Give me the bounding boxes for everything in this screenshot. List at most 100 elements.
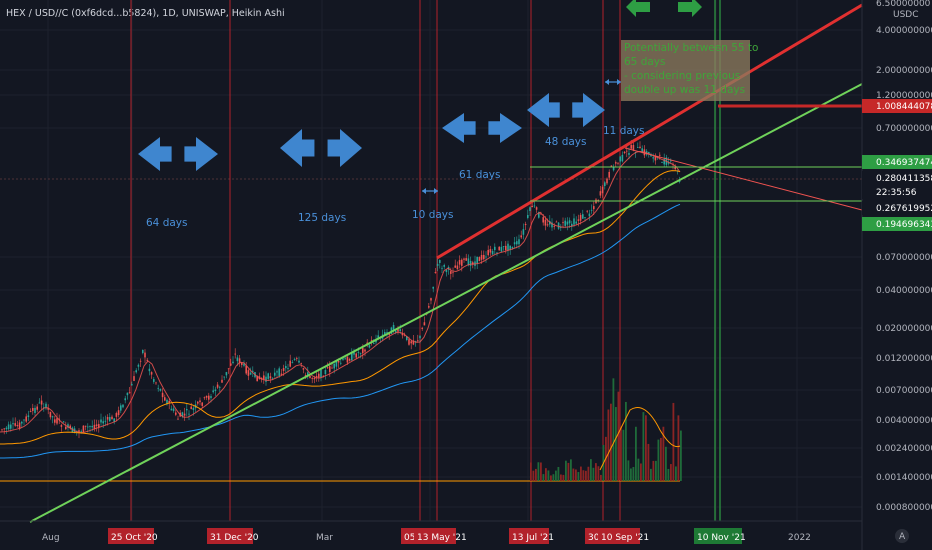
note-box [621, 40, 750, 101]
candle-body [164, 397, 166, 401]
candle-body [197, 401, 199, 404]
price-tag-label: 0.2804113581 [876, 174, 932, 184]
candle-body [335, 361, 338, 367]
time-axis-marker-bg [585, 528, 601, 544]
volume-bar [540, 462, 542, 481]
time-axis-marker-bg [598, 528, 640, 544]
candle-body [509, 245, 511, 250]
candle-body [353, 352, 355, 355]
volume-bar [675, 466, 677, 481]
candle-body [461, 259, 463, 266]
arrow-right-head [327, 129, 362, 167]
volume-bar [615, 407, 617, 481]
candle-body [370, 340, 373, 342]
candle-body [146, 359, 148, 361]
candle-body [610, 165, 613, 167]
candle-body [368, 345, 371, 348]
candle-body [364, 349, 366, 352]
candle-body [454, 265, 456, 268]
candle-body [144, 352, 146, 358]
candle-body [362, 348, 364, 354]
candle-body [419, 335, 421, 339]
candle-body [115, 413, 118, 417]
candle-body [599, 191, 602, 196]
candle-body [395, 330, 397, 333]
candle-body [150, 372, 153, 375]
candle-body [188, 413, 190, 415]
candle-body [256, 375, 258, 382]
candle-body [280, 373, 283, 375]
ma-fast-line [0, 150, 681, 434]
interval-label: 64 days [146, 217, 187, 229]
candle-body [491, 251, 494, 255]
candle-body [639, 146, 641, 149]
candle-body [80, 430, 82, 432]
volume-bar [552, 474, 555, 481]
candle-body [654, 155, 657, 161]
candle-body [282, 368, 285, 371]
candle-body [49, 411, 52, 418]
candle-body [617, 162, 619, 164]
candle-body [619, 156, 621, 162]
candle-body [375, 339, 377, 343]
candle-body [670, 160, 672, 162]
candle-body [623, 151, 626, 154]
candle-body [355, 353, 357, 358]
candle-body [522, 229, 525, 235]
price-axis-tick: 0.0008000000 [876, 503, 932, 513]
candle-body [161, 392, 164, 398]
candle-body [373, 343, 375, 344]
price-axis-tick: 0.7000000000 [876, 124, 932, 134]
candle-body [56, 418, 58, 424]
volume-bar [545, 468, 547, 481]
interval-label: 61 days [459, 169, 500, 181]
volume-bar [547, 470, 550, 481]
auto-button-bg [895, 529, 909, 543]
candle-body [139, 360, 142, 362]
candle-body [216, 384, 219, 388]
candle-body [432, 286, 434, 289]
candle-body [445, 269, 448, 273]
candle-body [241, 362, 243, 365]
candle-body [87, 426, 89, 428]
arrow-left-head [527, 93, 560, 127]
candle-body [520, 235, 522, 238]
arrow-left-head [138, 137, 172, 171]
candle-body [458, 260, 461, 265]
candle-body [538, 212, 540, 218]
time-axis-marker-label: 10 Sep '21 [601, 533, 649, 543]
candle-body [329, 366, 331, 372]
volume-bar [560, 474, 562, 481]
volume-bar [597, 466, 600, 481]
candle-body [337, 360, 340, 363]
price-axis-tick: 0.0200000000 [876, 324, 932, 334]
volume-bar [612, 378, 615, 481]
volume-bar [632, 466, 635, 481]
candle-body [511, 247, 514, 249]
volume-bar [535, 468, 537, 481]
candle-body [243, 363, 245, 366]
candle-body [417, 340, 419, 342]
price-axis-tick: 1.2000000000 [876, 91, 932, 101]
candle-body [478, 257, 481, 262]
candle-body [62, 421, 65, 423]
candle-body [131, 383, 133, 386]
volume-bar [587, 466, 590, 481]
candle-body [302, 368, 305, 370]
time-axis-marker-bg [401, 528, 417, 544]
time-axis: Aug Mar 2022 25 Oct '20 31 Dec '20 05 13 May '… [0, 520, 862, 544]
candle-body [166, 399, 168, 405]
volume-bar [532, 470, 535, 481]
candle-body [443, 265, 445, 267]
candle-body [82, 425, 85, 433]
candle-body [340, 362, 342, 364]
candle-body [51, 416, 54, 418]
lower-trendline [29, 83, 863, 523]
candle-body [289, 360, 291, 367]
candle-body [463, 258, 465, 260]
candle-body [249, 372, 252, 375]
volume-bar [645, 415, 647, 481]
candle-body [663, 159, 665, 165]
